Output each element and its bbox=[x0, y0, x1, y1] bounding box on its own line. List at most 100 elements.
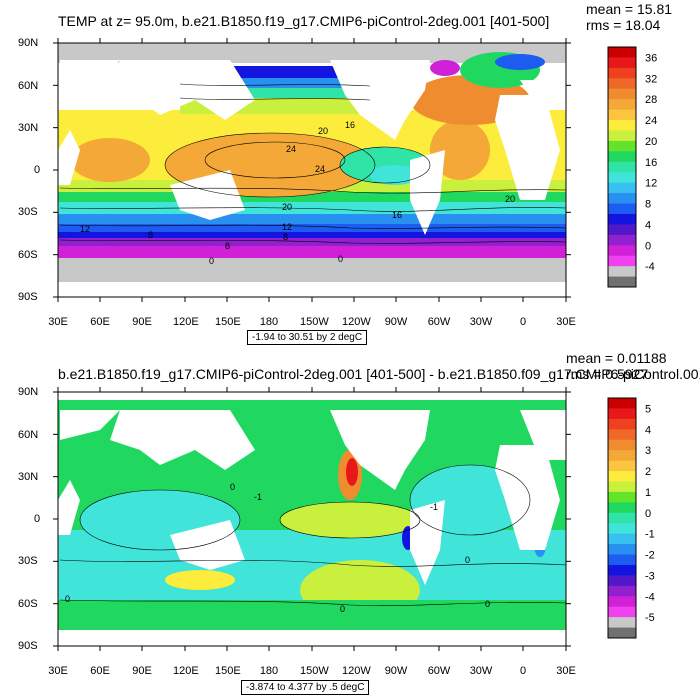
contour-label: 0 bbox=[338, 254, 343, 264]
colorbar-swatch bbox=[608, 481, 636, 493]
colorbar-label: 36 bbox=[645, 52, 657, 64]
panel2-mean: mean = 0.01188 bbox=[566, 350, 667, 366]
colorbar-swatch bbox=[608, 523, 636, 535]
colorbar-swatch bbox=[608, 182, 636, 194]
colorbar-swatch bbox=[608, 491, 636, 503]
contour-label: 16 bbox=[392, 210, 402, 220]
colorbar-swatch bbox=[608, 418, 636, 430]
lon-label: 30E bbox=[48, 665, 68, 677]
colorbar-swatch bbox=[608, 213, 636, 225]
colorbar-swatch bbox=[608, 398, 636, 409]
colorbar-swatch bbox=[608, 502, 636, 514]
panel2-colorbar: 5 4 3 2 1 0 -1 -2 -3 -4 -5 bbox=[607, 397, 655, 639]
lon-label: 120W bbox=[342, 665, 371, 677]
colorbar-label: -3 bbox=[645, 570, 655, 582]
panel1-contour-labels: 20 16 24 24 20 16 20 12 8 8 12 8 0 0 bbox=[80, 120, 515, 266]
lon-label: 60W bbox=[427, 665, 451, 677]
contour-label: 0 bbox=[65, 594, 70, 604]
contour-label: 0 bbox=[209, 256, 214, 266]
colorbar-swatch bbox=[608, 439, 636, 451]
lon-label: 30E bbox=[556, 316, 576, 328]
colorbar-label: 28 bbox=[645, 94, 657, 106]
lon-label: 180 bbox=[259, 665, 279, 677]
lon-label: 120E bbox=[173, 316, 199, 328]
contour-label: 0 bbox=[340, 604, 345, 614]
colorbar-swatch bbox=[608, 596, 636, 608]
lon-label: 120E bbox=[173, 665, 199, 677]
lat-label: 60N bbox=[18, 80, 39, 92]
colorbar-swatch bbox=[608, 460, 636, 472]
contour-label: -1 bbox=[254, 492, 262, 502]
colorbar-swatch bbox=[608, 429, 636, 441]
panel2-contour-labels: 0 -1 0 0 0 0 -1 bbox=[65, 482, 490, 614]
lon-label: 90E bbox=[132, 665, 152, 677]
panel1-lon-labels: 30E 60E 90E 120E 150E 180 150W 120W 90W 60W 30W 0 30… bbox=[0, 316, 700, 330]
colorbar-swatch bbox=[608, 544, 636, 556]
lon-label: 150E bbox=[215, 665, 241, 677]
colorbar-swatch bbox=[608, 585, 636, 597]
lon-label: 60W bbox=[427, 316, 451, 328]
colorbar-swatch bbox=[608, 120, 636, 131]
colorbar-label: -2 bbox=[645, 550, 655, 562]
lat-label: 30S bbox=[18, 555, 38, 567]
contour-label: 24 bbox=[286, 144, 296, 154]
lat-label: 0 bbox=[34, 164, 41, 176]
colorbar-swatch bbox=[608, 564, 636, 576]
lat-label: 60N bbox=[18, 429, 39, 441]
contour-label: -1 bbox=[430, 502, 438, 512]
colorbar-swatch bbox=[608, 172, 636, 184]
colorbar-label: 24 bbox=[645, 115, 657, 127]
colorbar-swatch bbox=[608, 109, 636, 121]
panel1-title: TEMP at z= 95.0m, b.e21.B1850.f19_g17.CM… bbox=[58, 13, 550, 29]
colorbar-swatch bbox=[608, 151, 636, 163]
panel1-range-label: -1.94 to 30.51 by 2 degC bbox=[247, 330, 368, 345]
lon-label: 0 bbox=[519, 665, 527, 677]
lon-label: 0 bbox=[519, 316, 527, 328]
colorbar-swatch bbox=[608, 57, 636, 69]
contour-label: 0 bbox=[230, 482, 235, 492]
colorbar-swatch bbox=[608, 67, 636, 79]
lat-label: 90N bbox=[18, 386, 39, 398]
colorbar-swatch bbox=[608, 140, 636, 152]
lat-label: 0 bbox=[34, 513, 41, 525]
colorbar-swatch bbox=[608, 450, 636, 462]
colorbar-swatch bbox=[608, 512, 636, 524]
colorbar-swatch bbox=[608, 88, 636, 100]
colorbar-swatch bbox=[608, 471, 636, 482]
colorbar-swatch bbox=[608, 276, 636, 288]
lon-label: 30E bbox=[556, 665, 576, 677]
lon-label: 150W bbox=[300, 316, 329, 328]
lat-label: 90N bbox=[18, 37, 39, 49]
colorbar-label: 3 bbox=[645, 445, 651, 457]
lon-label: 90W bbox=[384, 665, 408, 677]
contour-label: 20 bbox=[505, 194, 515, 204]
lon-label: 90W bbox=[384, 316, 408, 328]
contour-label: 8 bbox=[225, 241, 230, 251]
colorbar-swatch bbox=[608, 193, 636, 205]
colorbar-label: -1 bbox=[645, 529, 655, 541]
colorbar-label: 0 bbox=[645, 508, 651, 520]
colorbar-label: 4 bbox=[645, 219, 651, 231]
colorbar-frame bbox=[607, 46, 637, 288]
panel2-title: b.e21.B1850.f19_g17.CMIP6-piControl-2deg… bbox=[58, 366, 700, 382]
colorbar-swatch bbox=[608, 161, 636, 173]
colorbar-swatch bbox=[608, 617, 636, 629]
lat-label: 90S bbox=[18, 640, 38, 652]
contour-label: 24 bbox=[315, 164, 325, 174]
contour-label: 16 bbox=[345, 120, 355, 130]
lon-label: 150W bbox=[300, 665, 329, 677]
lat-label: 90S bbox=[18, 291, 38, 303]
contour-label: 12 bbox=[282, 222, 292, 232]
contour-label: 0 bbox=[465, 555, 470, 565]
panel1-rms: rms = 18.04 bbox=[586, 17, 661, 33]
colorbar-frame bbox=[607, 397, 637, 639]
panel2-lon-labels: 30E 60E 90E 120E 150E 180 150W 120W 90W 60W 30W 0 30… bbox=[0, 665, 700, 679]
colorbar-label: 0 bbox=[645, 240, 651, 252]
colorbar-swatch bbox=[608, 575, 636, 587]
colorbar-swatch bbox=[608, 408, 636, 420]
colorbar-swatch bbox=[608, 554, 636, 566]
panel1-mean: mean = 15.81 bbox=[586, 1, 673, 17]
lon-label: 30E bbox=[48, 316, 68, 328]
colorbar-swatch bbox=[608, 627, 636, 639]
